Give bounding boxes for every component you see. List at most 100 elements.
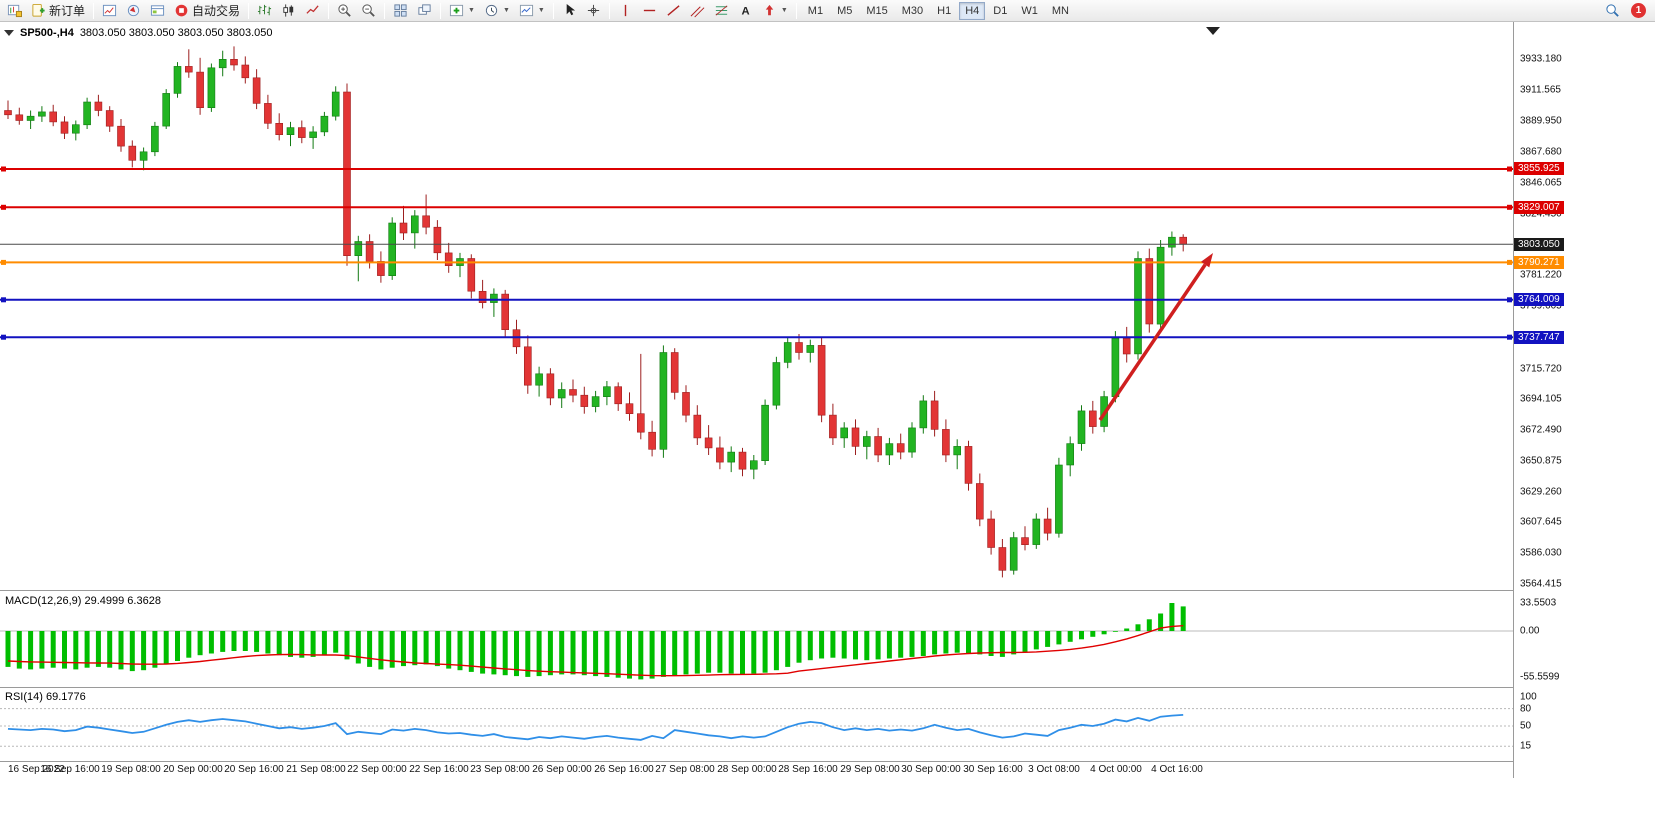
price-tick-label: 3759.605 xyxy=(1520,300,1562,312)
timeframe-button-mn[interactable]: MN xyxy=(1051,4,1069,17)
macd-histogram-bar xyxy=(5,631,11,667)
search-icon xyxy=(1606,4,1619,17)
price-tick-label: 3933.180 xyxy=(1520,53,1562,65)
cursor-tool-button[interactable] xyxy=(558,1,581,21)
candle-body xyxy=(727,451,736,463)
macd-histogram-bar xyxy=(1124,628,1130,631)
line-endpoint-marker[interactable] xyxy=(1,204,6,210)
macd-histogram-bar xyxy=(694,631,700,674)
zoom-in-icon xyxy=(338,4,351,17)
line-endpoint-marker[interactable] xyxy=(1,297,6,303)
zoom-in-button[interactable] xyxy=(333,1,356,21)
horizontal-line-tool-button[interactable] xyxy=(638,1,661,21)
timeframe-button-h1[interactable]: H1 xyxy=(937,4,952,17)
macd-histogram-bar xyxy=(446,631,452,669)
timeframe-button-m30[interactable]: M30 xyxy=(901,4,924,17)
line-endpoint-marker[interactable] xyxy=(1,334,6,340)
price-axis[interactable]: 3933.180 3911.565 3889.950 3867.680 3846.065… xyxy=(1514,22,1655,778)
crosshair-tool-button[interactable] xyxy=(582,1,605,21)
macd-histogram-bar xyxy=(660,631,666,677)
time-axis-label: 19 Sep 08:00 xyxy=(101,764,161,775)
autotrading-button[interactable]: 自动交易 xyxy=(170,1,244,21)
chart-shift-marker[interactable] xyxy=(1206,27,1220,35)
timeframe-button-m5[interactable]: M5 xyxy=(837,4,853,17)
macd-histogram-bar xyxy=(1112,631,1118,632)
text-tool-button[interactable]: A xyxy=(734,1,757,21)
templates-button[interactable]: ▼ xyxy=(515,1,549,21)
timeframe-button-m15[interactable]: M15 xyxy=(866,4,888,17)
line-endpoint-marker[interactable] xyxy=(1507,297,1512,303)
candle-body xyxy=(1021,537,1029,545)
timeframe-button-m1[interactable]: M1 xyxy=(807,4,824,17)
autotrading-label: 自动交易 xyxy=(192,4,241,18)
market-watch-button[interactable] xyxy=(98,1,121,21)
candle-body xyxy=(1111,337,1120,397)
macd-histogram-bar xyxy=(886,631,892,659)
cascade-windows-icon xyxy=(418,4,431,15)
arrows-tool-button[interactable]: ▼ xyxy=(758,1,792,21)
notification-badge[interactable]: 1 xyxy=(1631,3,1646,18)
cascade-windows-button[interactable] xyxy=(413,1,436,21)
fibonacci-tool-button[interactable] xyxy=(710,1,733,21)
bar-chart-mode-button[interactable] xyxy=(253,1,276,21)
candle-body xyxy=(105,110,114,127)
indicators-button[interactable]: ▼ xyxy=(445,1,479,21)
time-axis-label: 20 Sep 16:00 xyxy=(224,764,284,775)
line-endpoint-marker[interactable] xyxy=(1,259,6,265)
line-chart-mode-button[interactable] xyxy=(301,1,324,21)
rsi-line xyxy=(7,714,1184,741)
terminal-icon xyxy=(150,5,165,16)
line-endpoint-marker[interactable] xyxy=(1507,259,1512,265)
tile-windows-button[interactable] xyxy=(389,1,412,21)
timeframe-button-h4[interactable]: H4 xyxy=(959,1,986,20)
candle-body xyxy=(738,451,747,470)
level-3790-price-tag: 3790.271 xyxy=(1514,256,1564,269)
macd-panel[interactable] xyxy=(0,591,1513,688)
navigator-button[interactable] xyxy=(122,1,145,21)
vertical-line-tool-button[interactable] xyxy=(614,1,637,21)
candle-chart-mode-button[interactable] xyxy=(277,1,300,21)
candle-body xyxy=(1066,443,1074,466)
channel-tool-button[interactable] xyxy=(686,1,709,21)
one-click-trading-toggle-icon[interactable] xyxy=(4,30,14,36)
trend-arrow[interactable] xyxy=(1098,263,1207,421)
price-tick-label: 3867.680 xyxy=(1520,146,1562,158)
candle-body xyxy=(546,373,555,399)
macd-histogram-bar xyxy=(706,631,712,673)
candle-body xyxy=(1032,518,1041,545)
panel-separator[interactable] xyxy=(0,590,1655,591)
candle-body xyxy=(60,121,69,134)
candle-body xyxy=(139,151,148,161)
macd-histogram-bar xyxy=(344,631,350,660)
search-button[interactable] xyxy=(1601,1,1624,21)
terminal-button[interactable] xyxy=(146,1,169,21)
macd-histogram-bar xyxy=(163,631,169,665)
periods-button[interactable]: ▼ xyxy=(480,1,514,21)
price-chart-panel[interactable] xyxy=(0,22,1513,591)
trendline-tool-button[interactable] xyxy=(662,1,685,21)
candle-body xyxy=(490,293,498,303)
panel-separator[interactable] xyxy=(0,687,1655,688)
line-endpoint-marker[interactable] xyxy=(1,166,6,172)
macd-histogram-bar xyxy=(932,631,938,655)
line-endpoint-marker[interactable] xyxy=(1507,204,1512,210)
timeframe-button-w1[interactable]: W1 xyxy=(1021,4,1038,17)
macd-histogram-bar xyxy=(649,631,655,679)
line-endpoint-marker[interactable] xyxy=(1507,334,1512,340)
candle-body xyxy=(1134,258,1142,355)
zoom-out-button[interactable] xyxy=(357,1,380,21)
rsi-panel[interactable] xyxy=(0,688,1513,762)
time-axis[interactable]: 16 Sep 2022 16 Sep 16:00 19 Sep 08:00 20 Se… xyxy=(0,762,1513,780)
macd-histogram-bar xyxy=(299,631,305,658)
new-chart-button[interactable] xyxy=(3,1,26,21)
macd-histogram-bar xyxy=(141,631,147,671)
new-order-button[interactable]: 新订单 xyxy=(27,1,89,21)
macd-histogram-bar xyxy=(1090,631,1096,637)
candle-body xyxy=(557,389,566,399)
candle-body xyxy=(1089,410,1097,427)
timeframe-button-d1[interactable]: D1 xyxy=(993,4,1008,17)
line-endpoint-marker[interactable] xyxy=(1507,166,1512,172)
macd-histogram-bar xyxy=(559,631,565,675)
candle-body xyxy=(218,58,227,69)
candle-body xyxy=(388,222,397,277)
